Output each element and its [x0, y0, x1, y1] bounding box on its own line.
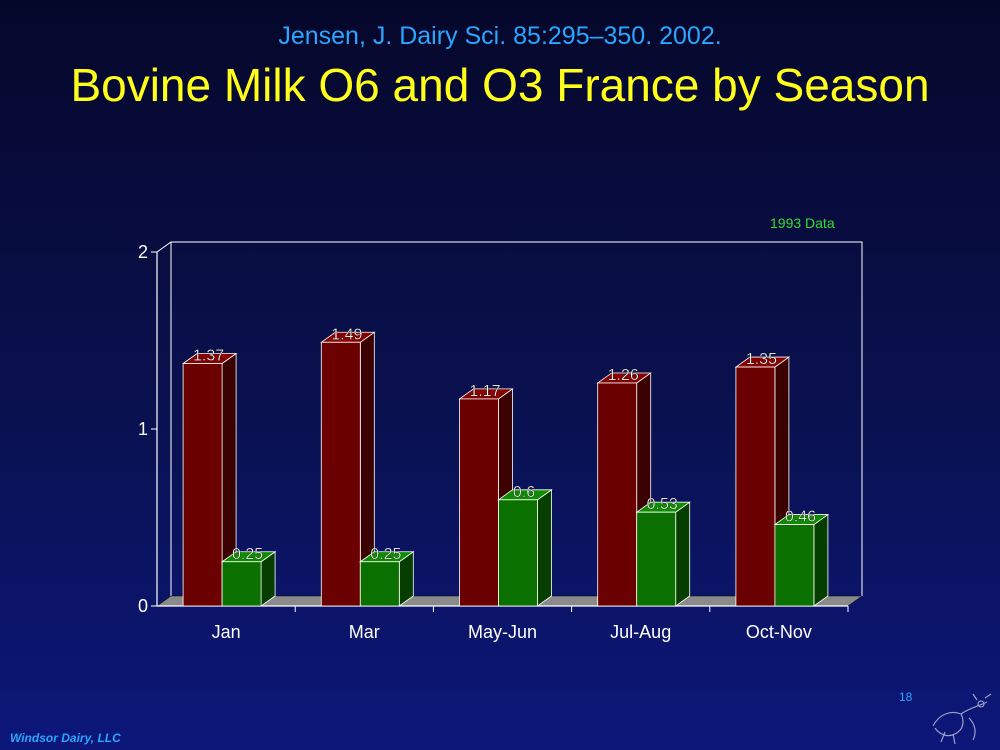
slide-title: Bovine Milk O6 and O3 France by Season [70, 59, 930, 111]
data-year-note: 1993 Data [770, 215, 835, 231]
bar-jan-o3 [220, 550, 277, 607]
data-labels-group: 1.37 0.25 1.49 0.25 1.17 0.6 1.26 0.53 1.35 0.46 [193, 326, 816, 563]
bar-side [675, 501, 691, 607]
bar-side [537, 489, 552, 607]
bar-jul-aug-o3 [635, 501, 691, 607]
bar-front [636, 511, 677, 607]
bar-oct-nov-o3 [773, 513, 830, 607]
x-tick-label: May-Jun [468, 622, 537, 642]
bar-front [498, 499, 538, 607]
data-label: 1.37 [193, 348, 224, 365]
bar-front [320, 341, 361, 607]
cow-logo-icon [932, 693, 992, 745]
bar-side [813, 513, 829, 607]
data-label: 0.46 [785, 509, 816, 526]
footer-company: Windsor Dairy, LLC [10, 731, 121, 745]
data-label: 0.25 [370, 546, 401, 563]
bar-front [182, 363, 223, 607]
x-tick-label: Jan [212, 622, 241, 642]
bar-mar-o6 [320, 331, 376, 607]
bar-front [221, 561, 262, 607]
y-tick-label: 2 [138, 242, 148, 262]
bar-front [735, 366, 776, 607]
page-number: 18 [899, 690, 913, 704]
x-axis: Jan Mar May-Jun Jul-Aug Oct-Nov [212, 606, 849, 642]
bar-front [774, 524, 815, 607]
citation: Jensen, J. Dairy Sci. 85:295–350. 2002. [278, 22, 722, 50]
data-label: 1.17 [469, 383, 500, 400]
data-label: 1.49 [331, 326, 362, 343]
bar-front [459, 398, 499, 607]
y-tick-label: 1 [138, 419, 148, 439]
x-tick-label: Jul-Aug [610, 622, 671, 642]
x-tick-label: Mar [349, 622, 380, 642]
data-label: 0.25 [232, 546, 263, 563]
data-label: 1.35 [746, 351, 777, 368]
bar-jan-o6 [181, 352, 238, 607]
y-tick-label: 0 [138, 596, 148, 616]
bar-front [359, 561, 400, 607]
data-label: 0.53 [647, 496, 678, 513]
bar-may-jun-o3 [497, 489, 553, 607]
x-tick-label: Oct-Nov [746, 622, 812, 642]
bar-mar-o3 [359, 550, 415, 607]
bar-front [597, 382, 638, 607]
bars-group [181, 331, 830, 607]
data-label: 1.26 [608, 367, 639, 384]
data-label: 0.6 [513, 484, 535, 501]
